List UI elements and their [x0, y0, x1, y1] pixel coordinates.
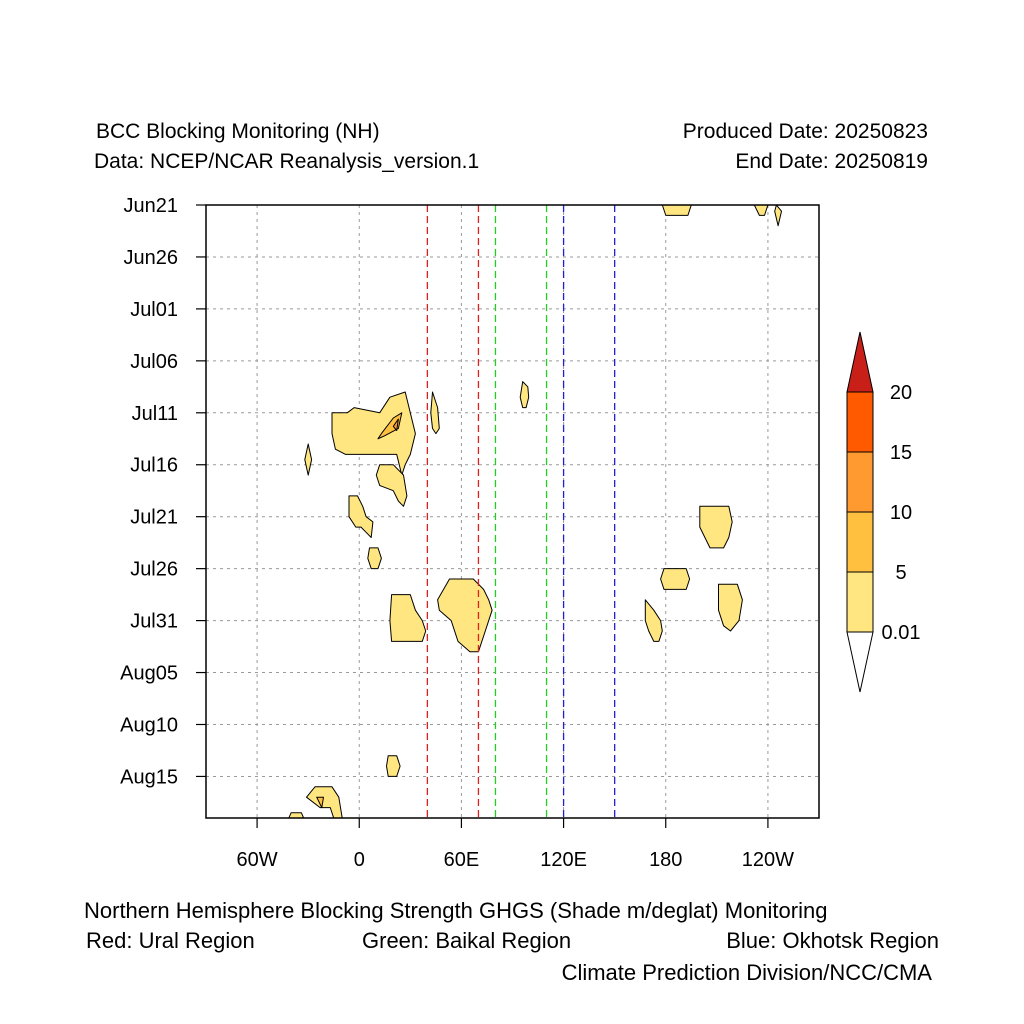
x-tick-label-0: 60W: [237, 849, 278, 871]
colorbar-label-1: 5: [895, 562, 906, 584]
blocking-blob-14: [718, 583, 743, 632]
footer-description: Northern Hemisphere Blocking Strength GH…: [84, 898, 828, 923]
colorbar-label-4: 20: [890, 382, 912, 404]
plot-frame: [205, 204, 820, 819]
blocking-contours: [288, 205, 782, 818]
blocking-blob-4: [519, 381, 530, 409]
y-tick-label-6: Jul21: [130, 507, 178, 529]
blocking-blob-6: [377, 412, 403, 440]
region-lines: [426, 205, 616, 818]
y-axis-ticks: Jun21 Jun26 Jul01 Jul06 Jul11 Jul16 Jul21 Jul26…: [120, 195, 206, 788]
colorbar-over-triangle: [846, 331, 874, 393]
y-tick-label-8: Jul31: [130, 611, 178, 633]
x-tick-label-2: 60E: [444, 849, 480, 871]
blocking-blob-15: [389, 594, 427, 642]
footer-red-label: Red: Ural Region: [86, 928, 255, 953]
y-tick-label-11: Aug15: [120, 766, 178, 788]
x-tick-label-1: 0: [354, 849, 365, 871]
y-tick-label-0: Jun21: [124, 195, 179, 217]
blocking-blob-20: [316, 796, 324, 809]
footer-green-label: Green: Baikal Region: [362, 928, 572, 953]
blocking-blob-8: [304, 443, 313, 476]
colorbar-segment-1: [846, 511, 874, 573]
colorbar: 0.01 5 10 15 20: [846, 331, 921, 693]
footer-credit: Climate Prediction Division/NCC/CMA: [561, 960, 932, 985]
blocking-blob-7: [392, 418, 399, 431]
title-left-1: BCC Blocking Monitoring (NH): [96, 120, 380, 143]
blocking-blob-10: [348, 495, 374, 538]
footer-blue-label: Blue: Okhotsk Region: [726, 928, 939, 953]
y-tick-label-7: Jul26: [130, 559, 178, 581]
y-tick-label-10: Aug10: [120, 714, 178, 736]
y-tick-label-1: Jun26: [124, 247, 179, 269]
y-tick-label-5: Jul16: [130, 455, 178, 477]
blocking-blob-3: [430, 391, 440, 435]
blocking-blob-12: [699, 505, 733, 549]
title-left-2: Data: NCEP/NCAR Reanalysis_version.1: [94, 150, 480, 173]
y-tick-label-2: Jul01: [130, 299, 178, 321]
blocking-blob-9: [375, 464, 408, 507]
x-tick-label-5: 120W: [742, 849, 794, 871]
blocking-blob-1: [753, 205, 769, 216]
colorbar-label-0: 0.01: [882, 622, 921, 644]
title-right-2: End Date: 20250819: [735, 150, 928, 173]
blocking-blob-19: [306, 786, 343, 818]
blocking-blob-18: [386, 755, 401, 777]
blocking-blob-5: [331, 391, 416, 476]
colorbar-label-3: 15: [890, 442, 912, 464]
y-tick-label-9: Aug05: [120, 663, 178, 685]
title-right-1: Produced Date: 20250823: [682, 120, 928, 143]
blocking-blob-13: [660, 568, 691, 590]
x-tick-label-3: 120E: [540, 849, 587, 871]
colorbar-segment-0: [846, 571, 874, 633]
y-tick-label-3: Jul06: [130, 351, 178, 373]
colorbar-segment-2: [846, 451, 874, 513]
colorbar-segment-3: [846, 391, 874, 453]
x-tick-label-4: 180: [649, 849, 682, 871]
blocking-blob-11: [367, 547, 382, 570]
colorbar-label-2: 10: [890, 502, 912, 524]
blocking-blob-17: [644, 599, 663, 642]
blocking-blob-16: [437, 578, 493, 653]
blocking-blob-21: [288, 812, 305, 818]
blocking-blob-2: [774, 205, 782, 227]
colorbar-under-triangle: [846, 631, 874, 693]
blocking-blob-0: [661, 205, 692, 216]
y-tick-label-4: Jul11: [132, 403, 178, 425]
x-axis-ticks: 60W 0 60E 120E 180 120W: [237, 818, 794, 871]
